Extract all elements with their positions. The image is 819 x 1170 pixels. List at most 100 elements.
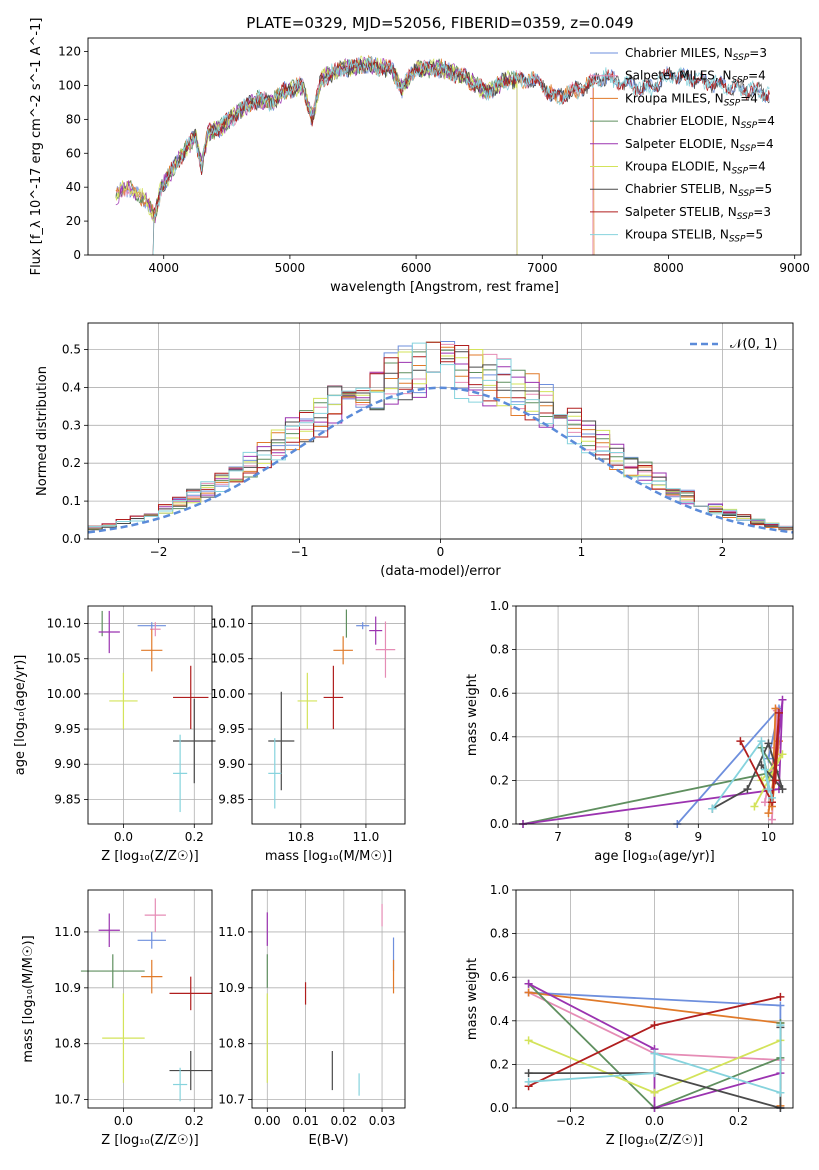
weight-marker: [736, 737, 745, 746]
x-tick-label: 0.01: [292, 1114, 319, 1128]
age_vs_Z-axes: 0.0 0.2 9.85 9.90 9.95 10.00 10.05 10.10 Z [log₁…: [13, 605, 216, 864]
weight-marker: [524, 1077, 533, 1086]
y-tick-label: 80: [66, 112, 81, 126]
age_vs_Z-frame: [87, 605, 213, 825]
weight-marker: [760, 798, 769, 807]
x-tick-label: 8000: [653, 261, 684, 275]
y-tick-label: 0.0: [490, 1101, 509, 1115]
y-tick-label: 0.4: [62, 380, 81, 394]
errorbar-point: [137, 622, 166, 630]
errorbar-point: [375, 621, 396, 678]
legend-entry: Salpeter MILES, NSSP=4: [625, 69, 766, 86]
weight-marker: [750, 802, 759, 811]
x-tick-label: 0.2: [729, 1114, 748, 1128]
y-tick-label: 10.10: [211, 617, 245, 631]
mass_weight_vs_age-axes: 7 8 9 10 0.0 0.2 0.4 0.6 0.8 1.0 age [log₁₀(age/yr…: [465, 599, 794, 864]
weight-marker: [767, 793, 776, 802]
mass_vs_Z-frame: [87, 889, 213, 1109]
spectrum-x-axis-label: wavelength [Angstrom, rest frame]: [330, 280, 559, 295]
residual_hist-y-axis-label: Normed distribution: [35, 366, 50, 496]
weight-marker: [776, 992, 785, 1001]
x-tick-label: 5000: [275, 261, 306, 275]
weight-marker: [650, 1088, 659, 1097]
spectrum-frame: [87, 37, 802, 256]
y-tick-label: 10.00: [211, 687, 245, 701]
legend-entry: Chabrier ELODIE, NSSP=4: [625, 114, 775, 131]
weight-marker: [778, 695, 787, 704]
y-tick-label: 0.0: [490, 817, 509, 831]
weight-marker: [771, 776, 780, 785]
legend-entry: Kroupa ELODIE, NSSP=4: [625, 160, 766, 177]
y-tick-label: 20: [66, 214, 81, 228]
y-tick-label: 0.2: [490, 773, 509, 787]
errorbar-point: [169, 976, 212, 1011]
x-tick-label: 0.0: [114, 1114, 133, 1128]
y-tick-label: 10.8: [54, 1037, 81, 1051]
x-tick-label: 2: [719, 545, 727, 559]
errorbar-point: [297, 672, 318, 730]
weight-line-salpeter-elodie: [522, 699, 784, 825]
x-tick-label: 7000: [527, 261, 558, 275]
y-tick-label: 0.0: [62, 532, 81, 546]
errorbar-point: [369, 616, 383, 645]
x-tick-label: 1: [578, 545, 586, 559]
y-tick-label: 9.85: [54, 792, 81, 806]
mass_weight_vs_Z-x-axis-label: Z [log₁₀(Z/Z☉)]: [606, 1133, 703, 1148]
x-tick-label: −0.2: [556, 1114, 585, 1128]
errorbar-point: [141, 959, 163, 994]
residual_hist-x-axis-label: (data-model)/error: [380, 564, 501, 579]
weight-marker: [776, 1088, 785, 1097]
weight-marker: [524, 988, 533, 997]
y-tick-label: 10.7: [54, 1093, 81, 1107]
y-tick-label: 60: [66, 146, 81, 160]
age_vs_mass-axes: 10.8 11.0 9.85 9.90 9.95 10.00 10.05 10.10 mass …: [211, 605, 406, 864]
weight-marker: [767, 815, 776, 824]
weight-marker: [764, 785, 773, 794]
figure-title: PLATE=0329, MJD=52056, FIBERID=0359, z=0…: [246, 14, 633, 32]
mass_vs_EBV-frame: [251, 889, 406, 1109]
errorbar-point: [323, 665, 344, 730]
y-tick-label: 40: [66, 180, 81, 194]
y-tick-label: 0.4: [490, 730, 509, 744]
age_vs_Z-x-axis-label: Z [log₁₀(Z/Z☉)]: [101, 849, 198, 864]
errorbar-point: [80, 954, 145, 988]
weight-marker: [743, 785, 752, 794]
y-tick-label: 120: [58, 45, 81, 59]
y-tick-label: 1.0: [490, 599, 509, 613]
y-tick-label: 0.2: [62, 456, 81, 470]
y-tick-label: 9.90: [218, 757, 245, 771]
x-tick-label: 0.0: [114, 830, 133, 844]
x-tick-label: 0.0: [645, 1114, 664, 1128]
errorbar-point: [268, 738, 282, 809]
mass_vs_EBV-x-axis-label: E(B-V): [308, 1133, 348, 1148]
y-tick-label: 0.6: [490, 970, 509, 984]
y-tick-label: 10.8: [218, 1037, 245, 1051]
errorbar-point: [356, 622, 370, 630]
x-tick-label: 0.2: [185, 830, 204, 844]
weight-marker: [524, 1069, 533, 1078]
weight-marker: [774, 708, 783, 717]
y-tick-label: 0.4: [490, 1014, 509, 1028]
spectrum-legend: Chabrier MILES, NSSP=3 Salpeter MILES, NS…: [590, 46, 775, 245]
mass_vs_Z-axes: 0.0 0.2 10.7 10.8 10.9 11.0 Z [log₁₀(Z/Z☉)] mas…: [21, 889, 213, 1148]
age_vs_mass-x-axis-label: mass [log₁₀(M/M☉)]: [265, 849, 392, 864]
x-tick-label: 0.2: [185, 1114, 204, 1128]
x-tick-label: 9000: [779, 261, 810, 275]
y-tick-label: 9.95: [218, 722, 245, 736]
mass_vs_Z-x-axis-label: Z [log₁₀(Z/Z☉)]: [101, 1133, 198, 1148]
weight-marker: [776, 1001, 785, 1010]
age_vs_mass-frame: [251, 605, 406, 825]
histogram-kroupa-stelib: [88, 342, 793, 531]
x-tick-label: 10: [761, 830, 776, 844]
y-tick-label: 10.9: [218, 981, 245, 995]
mass_weight_vs_age-y-axis-label: mass weight: [465, 674, 480, 756]
spectrum-line-chabrier-stelib: [152, 58, 770, 255]
y-tick-label: 100: [58, 78, 81, 92]
errorbar-point: [109, 672, 138, 730]
x-tick-label: 8: [624, 830, 632, 844]
residual_hist-frame: [87, 322, 794, 540]
weight-marker: [778, 750, 787, 759]
x-tick-label: 6000: [401, 261, 432, 275]
